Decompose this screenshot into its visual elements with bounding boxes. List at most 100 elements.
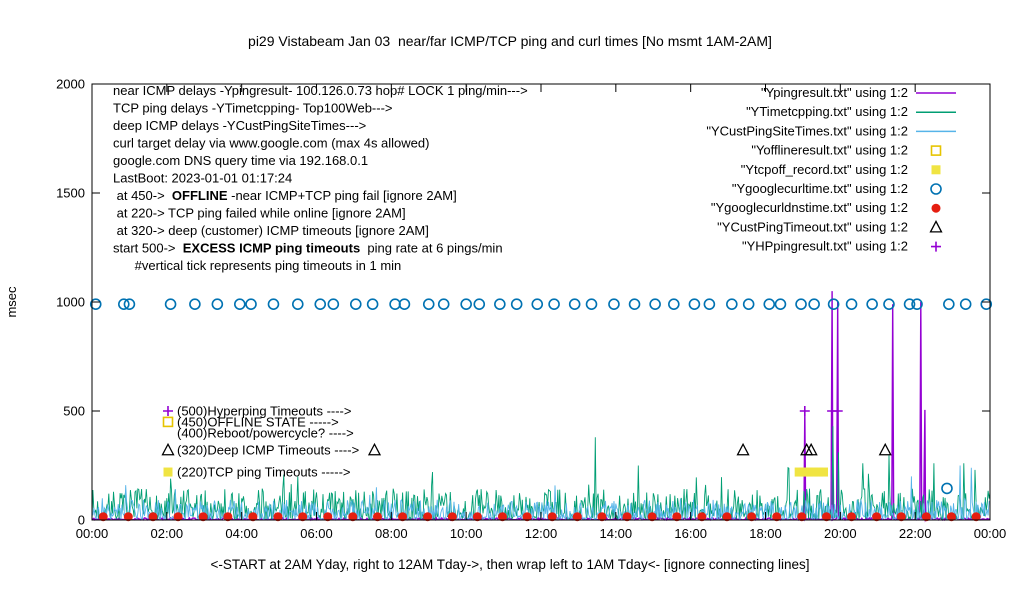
legend-label: "YHPpingresult.txt" using 1:2	[742, 239, 908, 254]
open-square-marker	[162, 416, 174, 428]
filled-circle-marker	[323, 512, 333, 522]
series-Ytcpoff_record	[794, 467, 828, 477]
open-circle-marker	[291, 298, 304, 310]
filled-circle-marker	[173, 512, 183, 522]
open-circle-marker	[959, 298, 972, 310]
x-tick-label: 10:00	[450, 526, 483, 541]
filled-circle-marker	[298, 512, 308, 522]
filled-square-marker	[163, 467, 173, 477]
open-circle-marker	[628, 298, 641, 310]
legend-label: "YTimetcpping.txt" using 1:2	[746, 104, 908, 119]
filled-circle-marker	[423, 512, 433, 522]
open-circle-marker	[548, 298, 560, 310]
x-axis-label: <-START at 2AM Yday, right to 12AM Tday-…	[210, 557, 810, 572]
filled-square-marker	[794, 467, 804, 477]
level-label: (450)OFFLINE STATE ----->	[177, 414, 339, 429]
plus-marker	[163, 406, 173, 416]
series-YHPpingresult	[799, 406, 843, 416]
filled-circle-marker	[273, 512, 283, 522]
filled-circle-marker	[148, 512, 158, 522]
filled-circle-marker	[348, 512, 358, 522]
open-circle-marker	[473, 298, 486, 310]
open-circle-marker	[422, 298, 435, 310]
info-line: start 500-> EXCESS ICMP ping timeouts pi…	[113, 241, 503, 256]
filled-circle-marker	[747, 512, 757, 522]
filled-circle-marker	[921, 512, 931, 522]
level-label: (220)TCP ping Timeouts ----->	[177, 465, 351, 480]
level-annotations: (500)Hyperping Timeouts ---->(450)OFFLIN…	[161, 404, 359, 480]
filled-circle-marker	[497, 512, 507, 522]
filled-circle-marker	[672, 512, 682, 522]
open-circle-marker	[883, 298, 895, 310]
open-circle-marker	[164, 298, 177, 310]
open-circle-marker	[314, 298, 327, 310]
x-tick-label: 16:00	[674, 526, 707, 541]
open-circle-marker	[726, 298, 738, 310]
open-square-marker	[930, 145, 942, 156]
legend-label: "Ygooglecurldnstime.txt" using 1:2	[711, 200, 908, 215]
open-circle-marker	[941, 482, 953, 495]
legend-label: "Ypingresult.txt" using 1:2	[761, 85, 908, 100]
info-line: #vertical tick represents ping timeouts …	[113, 258, 401, 273]
filled-square-marker	[931, 165, 941, 175]
x-tick-label: 00:00	[974, 526, 1007, 541]
filled-circle-marker	[847, 512, 857, 522]
y-tick-label: 500	[63, 404, 85, 419]
chart-title: pi29 Vistabeam Jan 03 near/far ICMP/TCP …	[248, 33, 772, 49]
open-circle-marker	[510, 298, 523, 310]
filled-square-marker	[809, 467, 819, 477]
x-tick-label: 12:00	[525, 526, 558, 541]
info-line: google.com DNS query time via 192.168.0.…	[113, 153, 368, 168]
y-tick-label: 1000	[56, 295, 85, 310]
y-axis-label: msec	[4, 286, 19, 318]
filled-circle-marker	[697, 512, 707, 522]
open-circle-marker	[585, 298, 598, 310]
x-tick-label: 00:00	[76, 526, 109, 541]
open-circle-marker	[827, 298, 840, 310]
info-line: LastBoot: 2023-01-01 01:17:24	[113, 171, 292, 186]
open-circle-marker	[980, 298, 993, 310]
open-circle-marker	[398, 298, 411, 310]
y-tick-label: 0	[78, 513, 85, 528]
open-circle-marker	[943, 298, 955, 310]
filled-circle-marker	[797, 512, 807, 522]
filled-circle-marker	[946, 512, 956, 522]
filled-circle-marker	[931, 203, 941, 213]
open-circle-marker	[608, 298, 620, 310]
open-circle-marker	[866, 298, 878, 310]
filled-circle-marker	[597, 512, 607, 522]
series-Ygooglecurldnstime	[98, 512, 981, 522]
filled-circle-marker	[647, 512, 657, 522]
filled-square-marker	[818, 467, 828, 477]
open-circle-marker	[742, 298, 755, 310]
info-line: near ICMP delays -Ypingresult- 100.126.0…	[113, 83, 528, 98]
legend: "Ypingresult.txt" using 1:2 "YTimetcpping…	[706, 85, 956, 254]
info-line: deep ICMP delays -YCustPingSiteTimes--->	[113, 118, 366, 133]
open-triangle-marker	[804, 442, 818, 456]
x-tick-label: 22:00	[899, 526, 932, 541]
info-line: at 220-> TCP ping failed while online [i…	[113, 206, 406, 221]
level-label: (400)Reboot/powercycle? ---->	[177, 425, 354, 440]
filled-circle-marker	[472, 512, 482, 522]
series-YCustPingTimeout	[367, 442, 892, 456]
legend-label: "Yofflineresult.txt" using 1:2	[751, 143, 908, 158]
plus-marker	[931, 241, 941, 252]
info-annotations: near ICMP delays -Ypingresult- 100.126.0…	[113, 83, 528, 273]
open-circle-marker	[688, 298, 701, 310]
open-circle-marker	[118, 298, 130, 310]
x-tick-label: 06:00	[300, 526, 333, 541]
filled-circle-marker	[248, 512, 258, 522]
open-circle-marker	[763, 298, 776, 310]
filled-circle-marker	[572, 512, 582, 522]
open-circle-marker	[245, 298, 257, 310]
open-circle-marker	[89, 298, 102, 310]
filled-circle-marker	[98, 512, 108, 522]
legend-label: "YCustPingTimeout.txt" using 1:2	[717, 219, 908, 234]
filled-circle-marker	[872, 512, 882, 522]
y-tick-label: 1500	[56, 186, 85, 201]
open-circle-marker	[845, 298, 858, 310]
filled-circle-marker	[821, 512, 831, 522]
open-circle-marker	[233, 298, 246, 310]
filled-circle-marker	[971, 512, 981, 522]
